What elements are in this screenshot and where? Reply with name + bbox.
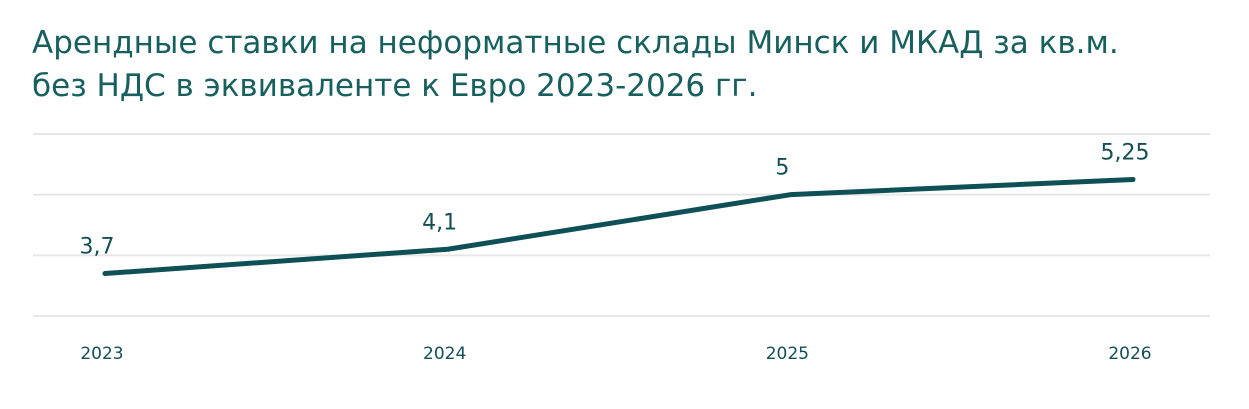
- data-label: 4,1: [422, 210, 457, 235]
- data-line: [102, 177, 1136, 277]
- x-tick-label: 2025: [766, 344, 809, 364]
- x-tick-label: 2026: [1108, 344, 1151, 364]
- data-label: 5,25: [1101, 141, 1150, 166]
- chart-title: без НДС в эквиваленте к Евро 2023-2026 г…: [32, 68, 757, 104]
- x-tick-label: 2023: [80, 344, 123, 364]
- x-tick-label: 2024: [423, 344, 466, 364]
- chart-title: Арендные ставки на неформатные склады Ми…: [32, 25, 1119, 61]
- data-label: 5: [775, 156, 789, 181]
- data-label: 3,7: [80, 235, 115, 260]
